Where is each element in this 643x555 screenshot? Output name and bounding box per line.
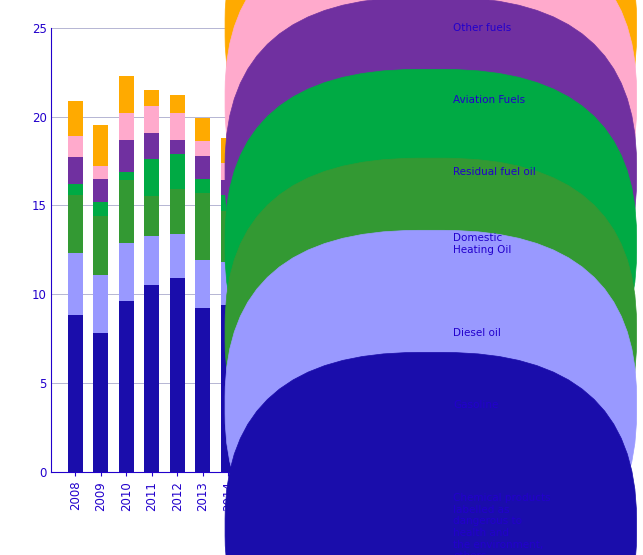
Bar xyxy=(221,262,236,305)
Bar xyxy=(68,100,83,136)
Bar xyxy=(170,154,185,189)
Bar xyxy=(246,273,262,472)
Bar xyxy=(349,154,363,171)
Bar xyxy=(297,239,312,271)
Bar xyxy=(118,171,134,180)
Bar xyxy=(170,278,185,472)
Bar xyxy=(323,177,338,216)
Bar xyxy=(221,211,236,262)
Bar xyxy=(374,255,389,472)
Bar xyxy=(93,216,108,275)
Bar xyxy=(349,234,363,266)
Bar xyxy=(118,180,134,243)
Bar xyxy=(68,195,83,253)
Bar xyxy=(93,275,108,333)
Bar xyxy=(271,117,287,134)
Bar xyxy=(118,75,134,113)
Bar xyxy=(170,95,185,113)
Bar xyxy=(323,216,338,255)
Bar xyxy=(323,255,338,472)
Text: Residual fuel oil: Residual fuel oil xyxy=(453,167,536,177)
Text: Aviation Fuels: Aviation Fuels xyxy=(453,95,525,105)
Text: Gasoline: Gasoline xyxy=(453,400,499,410)
Bar xyxy=(246,158,262,175)
Bar xyxy=(144,285,159,472)
Text: Diesel oil: Diesel oil xyxy=(453,328,501,338)
Bar xyxy=(68,253,83,315)
Bar xyxy=(271,175,287,189)
Bar xyxy=(68,315,83,472)
Bar xyxy=(144,235,159,285)
Bar xyxy=(271,155,287,175)
Text: Domestic
Heating Oil: Domestic Heating Oil xyxy=(453,234,512,255)
Bar xyxy=(170,113,185,140)
Bar xyxy=(297,138,312,159)
Bar xyxy=(374,154,389,168)
Bar xyxy=(271,241,287,271)
Bar xyxy=(144,159,159,196)
Bar xyxy=(68,184,83,195)
Bar xyxy=(323,109,338,127)
Bar xyxy=(297,159,312,175)
Bar xyxy=(323,149,338,166)
Bar xyxy=(297,186,312,239)
Bar xyxy=(221,163,236,180)
Bar xyxy=(170,140,185,154)
Bar xyxy=(374,226,389,255)
Bar xyxy=(144,90,159,106)
Bar xyxy=(118,301,134,472)
Bar xyxy=(246,134,262,158)
Bar xyxy=(297,115,312,138)
Bar xyxy=(93,166,108,179)
Bar xyxy=(68,136,83,158)
Bar xyxy=(144,106,159,133)
Bar xyxy=(374,179,389,226)
Bar xyxy=(195,155,210,179)
Bar xyxy=(118,140,134,171)
Bar xyxy=(349,266,363,472)
Text: Chemical products
labelled as
dangerous to
health and
the environment,
others: Chemical products labelled as dangerous … xyxy=(453,493,551,555)
Bar xyxy=(297,271,312,472)
Bar xyxy=(271,271,287,472)
Bar xyxy=(323,166,338,177)
Bar xyxy=(374,136,389,154)
Bar xyxy=(170,234,185,278)
Bar xyxy=(246,239,262,273)
Bar xyxy=(195,179,210,193)
Bar xyxy=(221,180,236,195)
Bar xyxy=(349,184,363,234)
Text: Other fuels: Other fuels xyxy=(453,23,512,33)
Bar xyxy=(93,179,108,202)
Bar xyxy=(170,189,185,234)
Bar xyxy=(118,243,134,301)
Bar xyxy=(195,260,210,309)
Bar xyxy=(374,168,389,179)
Bar xyxy=(93,202,108,216)
Bar xyxy=(349,111,363,133)
Bar xyxy=(271,189,287,241)
Bar xyxy=(93,125,108,166)
Bar xyxy=(271,134,287,155)
Bar xyxy=(195,118,210,142)
Bar xyxy=(93,333,108,472)
Bar xyxy=(144,196,159,235)
Bar xyxy=(349,171,363,184)
Bar xyxy=(195,142,210,155)
Bar xyxy=(246,99,262,134)
Bar xyxy=(118,113,134,140)
Bar xyxy=(221,195,236,211)
Bar xyxy=(246,175,262,188)
Bar xyxy=(297,175,312,186)
Bar xyxy=(144,133,159,159)
Bar xyxy=(246,188,262,239)
Bar xyxy=(323,127,338,149)
Bar xyxy=(221,305,236,472)
Bar xyxy=(195,193,210,260)
Bar xyxy=(68,158,83,184)
Bar xyxy=(221,138,236,163)
Bar xyxy=(374,117,389,136)
Bar xyxy=(349,133,363,154)
Bar xyxy=(195,309,210,472)
